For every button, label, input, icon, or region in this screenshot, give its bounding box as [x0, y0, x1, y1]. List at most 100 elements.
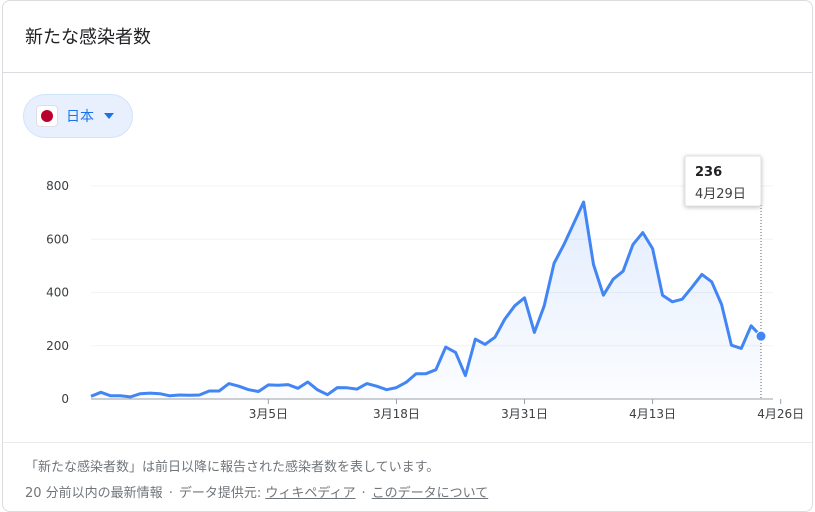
- data-point[interactable]: [503, 317, 507, 321]
- data-point[interactable]: [247, 388, 251, 392]
- data-point[interactable]: [690, 285, 694, 289]
- data-point[interactable]: [89, 394, 93, 398]
- highlight-point[interactable]: [755, 330, 767, 342]
- x-tick-label: 4月26日: [757, 407, 804, 421]
- data-point[interactable]: [227, 382, 231, 386]
- data-point[interactable]: [710, 280, 714, 284]
- data-point[interactable]: [404, 380, 408, 384]
- data-point[interactable]: [375, 384, 379, 388]
- region-label: 日本: [66, 109, 94, 125]
- data-point[interactable]: [444, 345, 448, 349]
- data-point[interactable]: [345, 386, 349, 390]
- x-tick-label: 3月18日: [373, 407, 420, 421]
- data-point[interactable]: [286, 383, 290, 387]
- data-point[interactable]: [178, 393, 182, 397]
- separator: ·: [168, 486, 173, 501]
- series-line: [90, 200, 763, 399]
- data-point[interactable]: [109, 394, 113, 398]
- data-point[interactable]: [552, 261, 556, 265]
- data-point[interactable]: [99, 390, 103, 394]
- data-point[interactable]: [207, 389, 211, 393]
- tooltip-value: 236: [695, 165, 722, 180]
- header-divider: [3, 72, 812, 73]
- data-point[interactable]: [631, 243, 635, 247]
- data-point[interactable]: [661, 293, 665, 297]
- data-point[interactable]: [138, 392, 142, 396]
- data-point[interactable]: [326, 393, 330, 397]
- data-point[interactable]: [513, 304, 517, 308]
- data-point[interactable]: [621, 269, 625, 273]
- footer-divider: [3, 442, 812, 443]
- region-selector-button[interactable]: 日本: [23, 94, 133, 138]
- data-point[interactable]: [394, 386, 398, 390]
- data-point[interactable]: [148, 391, 152, 395]
- cases-chart[interactable]: 0 200 400 600 800 3月5日 3月18日 3月31日 4月13日 4月26日 2…: [3, 151, 813, 431]
- footer-line: 20 分前以内の最新情報 · データ提供元: ウィキペディア · このデータについて: [25, 482, 488, 501]
- data-point[interactable]: [335, 386, 339, 390]
- series-area: [91, 202, 761, 399]
- source-prefix: データ提供元:: [178, 486, 262, 501]
- data-point[interactable]: [188, 393, 192, 397]
- data-point[interactable]: [434, 368, 438, 372]
- data-point[interactable]: [542, 304, 546, 308]
- data-point[interactable]: [651, 247, 655, 251]
- data-point[interactable]: [739, 346, 743, 350]
- data-point[interactable]: [729, 343, 733, 347]
- y-tick-label: 200: [46, 339, 69, 353]
- about-data-link[interactable]: このデータについて: [371, 486, 489, 501]
- data-point[interactable]: [641, 231, 645, 235]
- data-point[interactable]: [483, 342, 487, 346]
- data-point[interactable]: [385, 388, 389, 392]
- data-point[interactable]: [473, 337, 477, 341]
- data-point[interactable]: [749, 324, 753, 328]
- data-point[interactable]: [365, 382, 369, 386]
- card-title: 新たな感染者数: [25, 27, 151, 48]
- data-point[interactable]: [523, 296, 527, 300]
- data-point[interactable]: [217, 389, 221, 393]
- data-point[interactable]: [532, 330, 536, 334]
- data-point[interactable]: [316, 388, 320, 392]
- data-point[interactable]: [601, 293, 605, 297]
- data-point[interactable]: [296, 386, 300, 390]
- data-point[interactable]: [424, 372, 428, 376]
- data-point[interactable]: [414, 372, 418, 376]
- data-point[interactable]: [306, 380, 310, 384]
- data-point[interactable]: [257, 390, 261, 394]
- data-point[interactable]: [572, 221, 576, 225]
- data-point[interactable]: [582, 200, 586, 204]
- data-point[interactable]: [463, 374, 467, 378]
- wikipedia-link[interactable]: ウィキペディア: [265, 486, 356, 501]
- data-point[interactable]: [355, 387, 359, 391]
- data-point[interactable]: [266, 383, 270, 387]
- data-point[interactable]: [119, 394, 123, 398]
- data-point[interactable]: [454, 350, 458, 354]
- caret-down-icon: [104, 113, 114, 119]
- data-point[interactable]: [197, 393, 201, 397]
- data-point[interactable]: [592, 263, 596, 267]
- data-point[interactable]: [276, 383, 280, 387]
- separator: ·: [361, 486, 366, 501]
- data-point[interactable]: [680, 297, 684, 301]
- data-point[interactable]: [611, 277, 615, 281]
- data-point[interactable]: [700, 272, 704, 276]
- data-point[interactable]: [158, 392, 162, 396]
- x-tick-label: 3月5日: [249, 407, 288, 421]
- data-point[interactable]: [168, 394, 172, 398]
- data-point[interactable]: [670, 300, 674, 304]
- updated-text: 20 分前以内の最新情報: [25, 486, 163, 501]
- tooltip-box: [684, 155, 762, 207]
- y-tick-label: 600: [46, 232, 69, 246]
- x-tick-label: 4月13日: [629, 407, 676, 421]
- data-point[interactable]: [128, 395, 132, 399]
- y-tick-label: 0: [61, 392, 69, 406]
- y-tick-label: 400: [46, 286, 69, 300]
- data-point[interactable]: [237, 384, 241, 388]
- y-tick-label: 800: [46, 179, 69, 193]
- definition-note: 「新たな感染者数」は前日以降に報告された感染者数を表しています。: [25, 460, 440, 475]
- tooltip-date: 4月29日: [695, 187, 746, 202]
- data-point[interactable]: [562, 243, 566, 247]
- x-tick-label: 3月31日: [501, 407, 548, 421]
- data-point[interactable]: [720, 303, 724, 307]
- data-point[interactable]: [493, 335, 497, 339]
